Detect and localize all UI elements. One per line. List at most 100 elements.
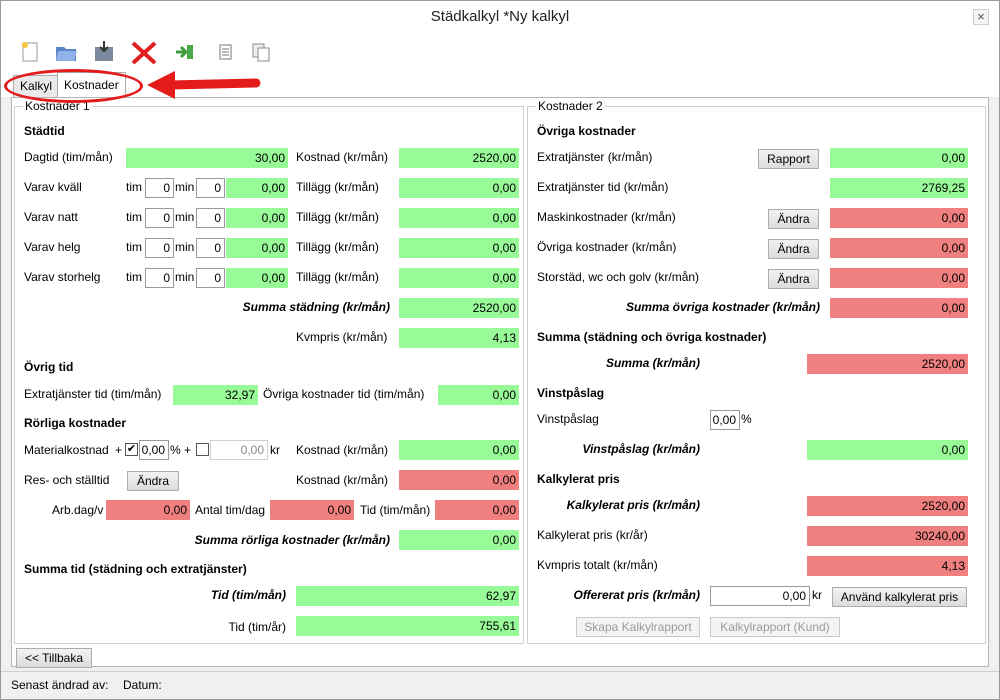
- summa-field: 2520,00: [807, 354, 968, 374]
- storstad-label: Storstäd, wc och golv (kr/mån): [537, 270, 700, 284]
- natt-min-input[interactable]: 0: [196, 208, 225, 228]
- kalkylrapport-kund-button[interactable]: Kalkylrapport (Kund): [710, 617, 840, 637]
- extratjanster-label: Extratjänster (kr/mån): [537, 150, 653, 164]
- section-header-ovrig-tid: Övrig tid: [24, 360, 74, 374]
- section-header-ovriga-kostnader: Övriga kostnader: [537, 124, 636, 138]
- kr-label: kr: [812, 588, 822, 602]
- material-kr-checkbox[interactable]: [196, 443, 209, 456]
- storstad-andra-button[interactable]: Ändra: [768, 269, 819, 289]
- close-button[interactable]: ×: [973, 9, 989, 25]
- tim-label: tim: [126, 270, 142, 284]
- vinstpaslag-input[interactable]: 0,00: [710, 410, 740, 430]
- tillbaka-button[interactable]: << Tillbaka: [16, 648, 92, 668]
- save-icon[interactable]: [91, 39, 117, 65]
- kostnad-field: 2520,00: [399, 148, 519, 168]
- extratjanster-tid-field: 32,97: [173, 385, 258, 405]
- skapa-kalkylrapport-button[interactable]: Skapa Kalkylrapport: [576, 617, 700, 637]
- kvall-tillagg-field: 0,00: [399, 178, 519, 198]
- new-document-icon[interactable]: [17, 39, 43, 65]
- antal-tim-dag-field: 0,00: [270, 500, 354, 520]
- tid-tim-man-label: Tid (tim/mån): [360, 503, 431, 517]
- open-folder-icon[interactable]: [53, 39, 79, 65]
- section-header-vinstpaslag: Vinstpåslag: [537, 386, 605, 400]
- summa-label: Summa (kr/mån): [605, 356, 700, 370]
- res-kostnad-field: 0,00: [399, 470, 519, 490]
- kalkylerat-ar-label: Kalkylerat pris (kr/år): [537, 528, 648, 542]
- kalkylerat-man-field: 2520,00: [807, 496, 968, 516]
- delete-icon[interactable]: [129, 39, 157, 65]
- section-header-kalkylerat-pris: Kalkylerat pris: [537, 472, 620, 486]
- tim-label: tim: [126, 180, 142, 194]
- natt-tillagg-field: 0,00: [399, 208, 519, 228]
- section-header-stadtid: Städtid: [24, 124, 65, 138]
- min-label: min: [175, 240, 195, 254]
- extratjanster-tid-kr-label: Extratjänster tid (kr/mån): [537, 180, 669, 194]
- storhelg-tim-input[interactable]: 0: [145, 268, 174, 288]
- exit-icon[interactable]: [173, 39, 199, 65]
- storstad-field: 0,00: [830, 268, 968, 288]
- res-andra-button[interactable]: Ändra: [127, 471, 179, 491]
- tim-label: tim: [126, 240, 142, 254]
- kvmpris-totalt-label: Kvmpris totalt (kr/mån): [537, 558, 658, 572]
- document-icon[interactable]: [213, 39, 239, 65]
- extratjanster-tid-kr-field: 2769,25: [830, 178, 968, 198]
- maskinkostnader-label: Maskinkostnader (kr/mån): [537, 210, 676, 224]
- helg-min-input[interactable]: 0: [196, 238, 225, 258]
- summa-ovriga-field: 0,00: [830, 298, 968, 318]
- annotation-ellipse: [4, 69, 143, 103]
- plus-label: +: [184, 443, 192, 457]
- copy-icon[interactable]: [249, 39, 275, 65]
- ovriga-kostnader-tid-field: 0,00: [438, 385, 519, 405]
- tillagg-label: Tillägg (kr/mån): [296, 210, 379, 224]
- material-kr-input[interactable]: 0,00: [210, 440, 268, 460]
- section-header-summa: Summa (städning och övriga kostnader): [537, 330, 767, 344]
- kostnad-label: Kostnad (kr/mån): [296, 443, 389, 457]
- maskin-andra-button[interactable]: Ändra: [768, 209, 819, 229]
- material-pct-checkbox[interactable]: ✔: [125, 443, 138, 456]
- offererat-pris-input[interactable]: 0,00: [710, 586, 810, 606]
- res-stalltid-label: Res- och ställtid: [24, 473, 110, 487]
- tim-label: tim: [126, 210, 142, 224]
- ovriga-kostnader-field: 0,00: [830, 238, 968, 258]
- helg-value: 0,00: [226, 238, 288, 258]
- groupbox-legend: Kostnader 2: [536, 99, 605, 113]
- materialkostnad-label: Materialkostnad: [24, 443, 109, 457]
- vinstpaslag-label: Vinstpåslag: [537, 412, 599, 426]
- varav-helg-label: Varav helg: [24, 240, 81, 254]
- tid-ar-label: Tid (tim/år): [228, 620, 286, 634]
- tid-tim-man-field: 0,00: [435, 500, 519, 520]
- kvall-min-input[interactable]: 0: [196, 178, 225, 198]
- material-kostnad-field: 0,00: [399, 440, 519, 460]
- summa-ovriga-label: Summa övriga kostnader (kr/mån): [625, 300, 820, 314]
- natt-tim-input[interactable]: 0: [145, 208, 174, 228]
- material-pct-input[interactable]: 0,00: [139, 440, 169, 460]
- helg-tim-input[interactable]: 0: [145, 238, 174, 258]
- min-label: min: [175, 210, 195, 224]
- ovriga-andra-button[interactable]: Ändra: [768, 239, 819, 259]
- kvmpris-label: Kvmpris (kr/mån): [296, 330, 388, 344]
- storhelg-value: 0,00: [226, 268, 288, 288]
- rapport-button[interactable]: Rapport: [758, 149, 819, 169]
- tillagg-label: Tillägg (kr/mån): [296, 270, 379, 284]
- ovriga-kostnader-tid-label: Övriga kostnader tid (tim/mån): [263, 387, 425, 401]
- tillagg-label: Tillägg (kr/mån): [296, 180, 379, 194]
- toolbar: [1, 33, 999, 71]
- arbdag-label: Arb.dag/v: [52, 503, 104, 517]
- tid-ar-field: 755,61: [296, 616, 519, 636]
- kostnad-label: Kostnad (kr/mån): [296, 473, 389, 487]
- dagtid-field[interactable]: 30,00: [126, 148, 288, 168]
- extratjanster-field: 0,00: [830, 148, 968, 168]
- antal-tim-dag-label: Antal tim/dag: [195, 503, 266, 517]
- ovriga-kostnader-label: Övriga kostnader (kr/mån): [537, 240, 677, 254]
- anvand-kalkylerat-pris-button[interactable]: Använd kalkylerat pris: [832, 587, 967, 607]
- kvall-tim-input[interactable]: 0: [145, 178, 174, 198]
- window-title: Städkalkyl *Ny kalkyl: [430, 8, 570, 25]
- groupbox-kostnader-2: Kostnader 2: [527, 99, 986, 644]
- pct-label: %: [741, 412, 752, 426]
- annotation-arrow-icon: [147, 71, 261, 99]
- storhelg-tillagg-field: 0,00: [399, 268, 519, 288]
- datum-label: Datum:: [123, 678, 162, 692]
- storhelg-min-input[interactable]: 0: [196, 268, 225, 288]
- maskinkostnader-field: 0,00: [830, 208, 968, 228]
